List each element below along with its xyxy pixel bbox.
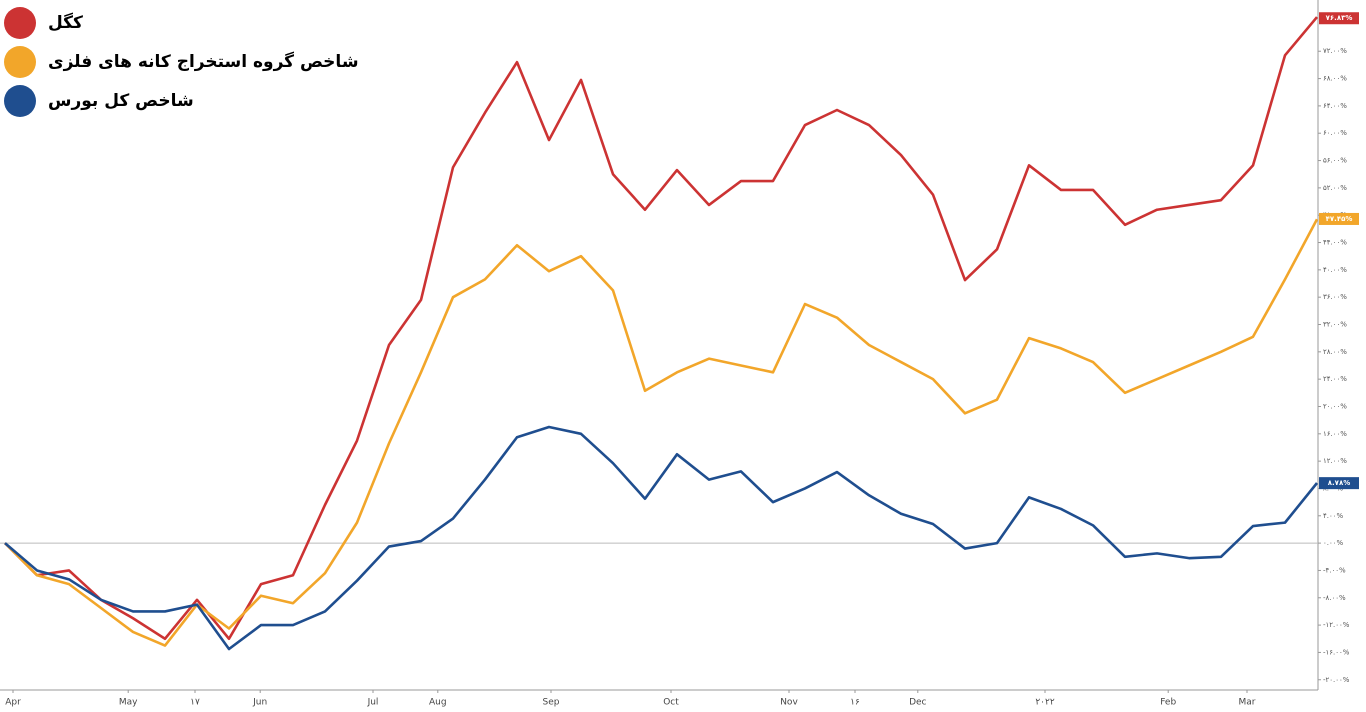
y-tick-label: -۲۰.۰۰% [1323,676,1350,684]
y-tick-label: ۵۶.۰۰% [1323,157,1347,165]
y-tick-label: ۲۰.۰۰% [1323,402,1347,410]
y-tick-label: -۸.۰۰% [1323,594,1346,602]
x-tick-label: ۲۰۲۲ [1035,698,1055,708]
x-tick-label: Mar [1239,698,1256,708]
y-tick-label: ۶۴.۰۰% [1323,102,1347,110]
x-tick-label: Aug [429,698,447,708]
end-label-box [1319,477,1359,490]
y-tick-label: ۲۴.۰۰% [1323,375,1347,383]
legend-label: کگل [48,12,83,33]
series-line [4,218,1319,647]
legend-label: شاخص گروه استخراج کانه های فلزی [48,51,359,72]
legend-marker [4,7,36,39]
y-tick-label: ۲۸.۰۰% [1323,348,1347,356]
y-tick-label: -۱۶.۰۰% [1323,648,1350,656]
y-tick-label: ۴.۰۰% [1323,512,1344,520]
x-tick-label: Apr [5,698,21,708]
y-tick-label: ۱۲.۰۰% [1323,457,1347,465]
y-tick-label: ۶۰.۰۰% [1323,129,1347,137]
series-line [4,425,1319,651]
legend-marker [4,85,36,117]
y-tick-label: ۶۸.۰۰% [1323,75,1347,83]
y-tick-label: ۴۴.۰۰% [1323,239,1347,247]
y-tick-label: ۴۰.۰۰% [1323,266,1347,274]
end-label: ۷۶.۸۳% [1326,14,1353,22]
x-tick-label: Sep [543,698,560,708]
y-tick-label: ۰.۰۰% [1323,539,1344,547]
end-label: ۸.۷۸% [1328,479,1351,487]
series-line [4,16,1318,641]
y-tick-label: ۳۲.۰۰% [1323,321,1347,329]
end-label-box [1319,212,1359,225]
y-tick-label: ۷۲.۰۰% [1323,47,1347,55]
end-label: ۴۷.۴۵% [1326,215,1353,223]
legend-label: شاخص کل بورس [48,91,194,111]
y-tick-label: ۱۶.۰۰% [1323,430,1347,438]
y-tick-label: ۵۲.۰۰% [1323,184,1347,192]
x-tick-label: Jul [367,698,379,708]
x-tick-label: Jun [252,698,267,708]
x-tick-label: May [119,698,138,708]
y-tick-label: -۱۲.۰۰% [1323,621,1350,629]
x-tick-label: ۱۶ [850,698,860,708]
legend-marker [4,46,36,78]
y-tick-label: -۴.۰۰% [1323,566,1346,574]
x-tick-label: Dec [909,698,926,708]
end-label-box [1319,12,1359,25]
x-tick-label: ۱۷ [190,698,200,708]
x-tick-label: Nov [780,698,798,708]
x-tick-label: Feb [1160,698,1176,708]
y-tick-label: ۳۶.۰۰% [1323,293,1347,301]
x-tick-label: Oct [663,698,679,708]
